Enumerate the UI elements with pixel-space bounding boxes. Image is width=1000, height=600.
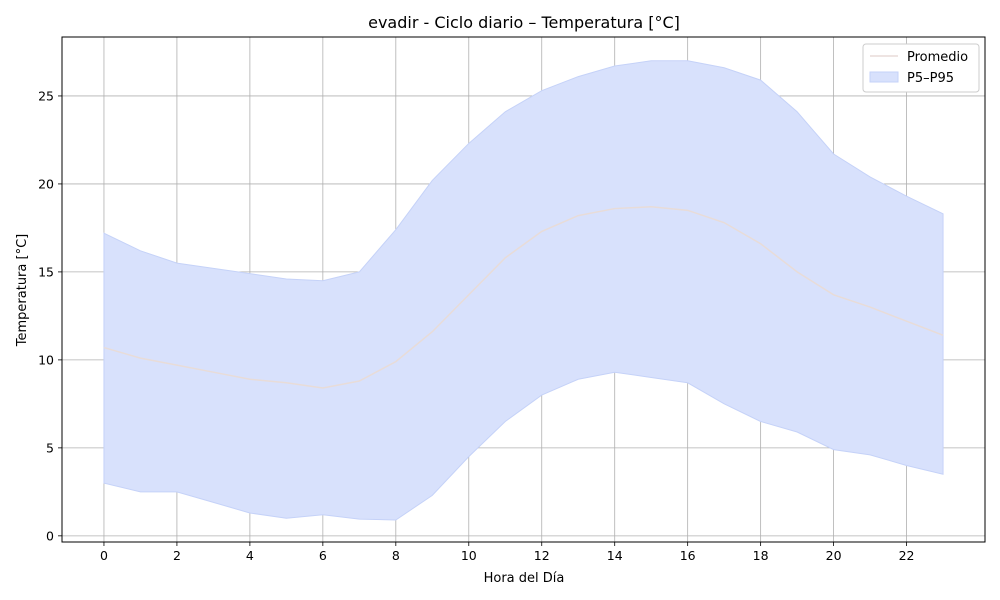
legend-label-p5-p95: P5–P95 [907,71,954,86]
x-tick-label: 14 [607,548,623,563]
band-layer [103,60,944,521]
x-axis-label: Hora del Día [484,571,565,586]
x-tick-label: 0 [100,548,108,563]
y-axis-label: Temperatura [°C] [15,234,30,347]
y-tick-label: 20 [38,176,54,191]
x-tick-label: 18 [753,548,769,563]
x-tick-label: 2 [173,548,181,563]
y-axis-ticks: 0 5 10 15 20 25 [38,88,62,543]
x-tick-label: 22 [899,548,915,563]
x-tick-label: 16 [680,548,696,563]
y-tick-label: 15 [38,264,54,279]
chart-title: evadir - Ciclo diario – Temperatura [°C] [368,13,680,32]
line-promedio [103,206,944,389]
x-axis-ticks: 0 2 4 6 8 10 12 14 16 18 20 22 [100,542,915,563]
plot-frame [61,36,986,543]
legend: Promedio P5–P95 [862,43,980,93]
x-tick-label: 6 [319,548,327,563]
legend-label-promedio: Promedio [907,50,968,65]
y-tick-label: 5 [46,440,54,455]
line-layer [103,206,944,389]
x-tick-label: 12 [534,548,550,563]
y-tick-label: 0 [46,528,54,543]
y-tick-label: 25 [38,88,54,103]
y-tick-label: 10 [38,352,54,367]
x-tick-label: 8 [392,548,400,563]
x-tick-label: 10 [461,548,477,563]
legend-swatch-p5-p95 [869,71,899,83]
x-tick-label: 20 [826,548,842,563]
x-tick-label: 4 [246,548,254,563]
band-p5-p95 [103,60,944,521]
